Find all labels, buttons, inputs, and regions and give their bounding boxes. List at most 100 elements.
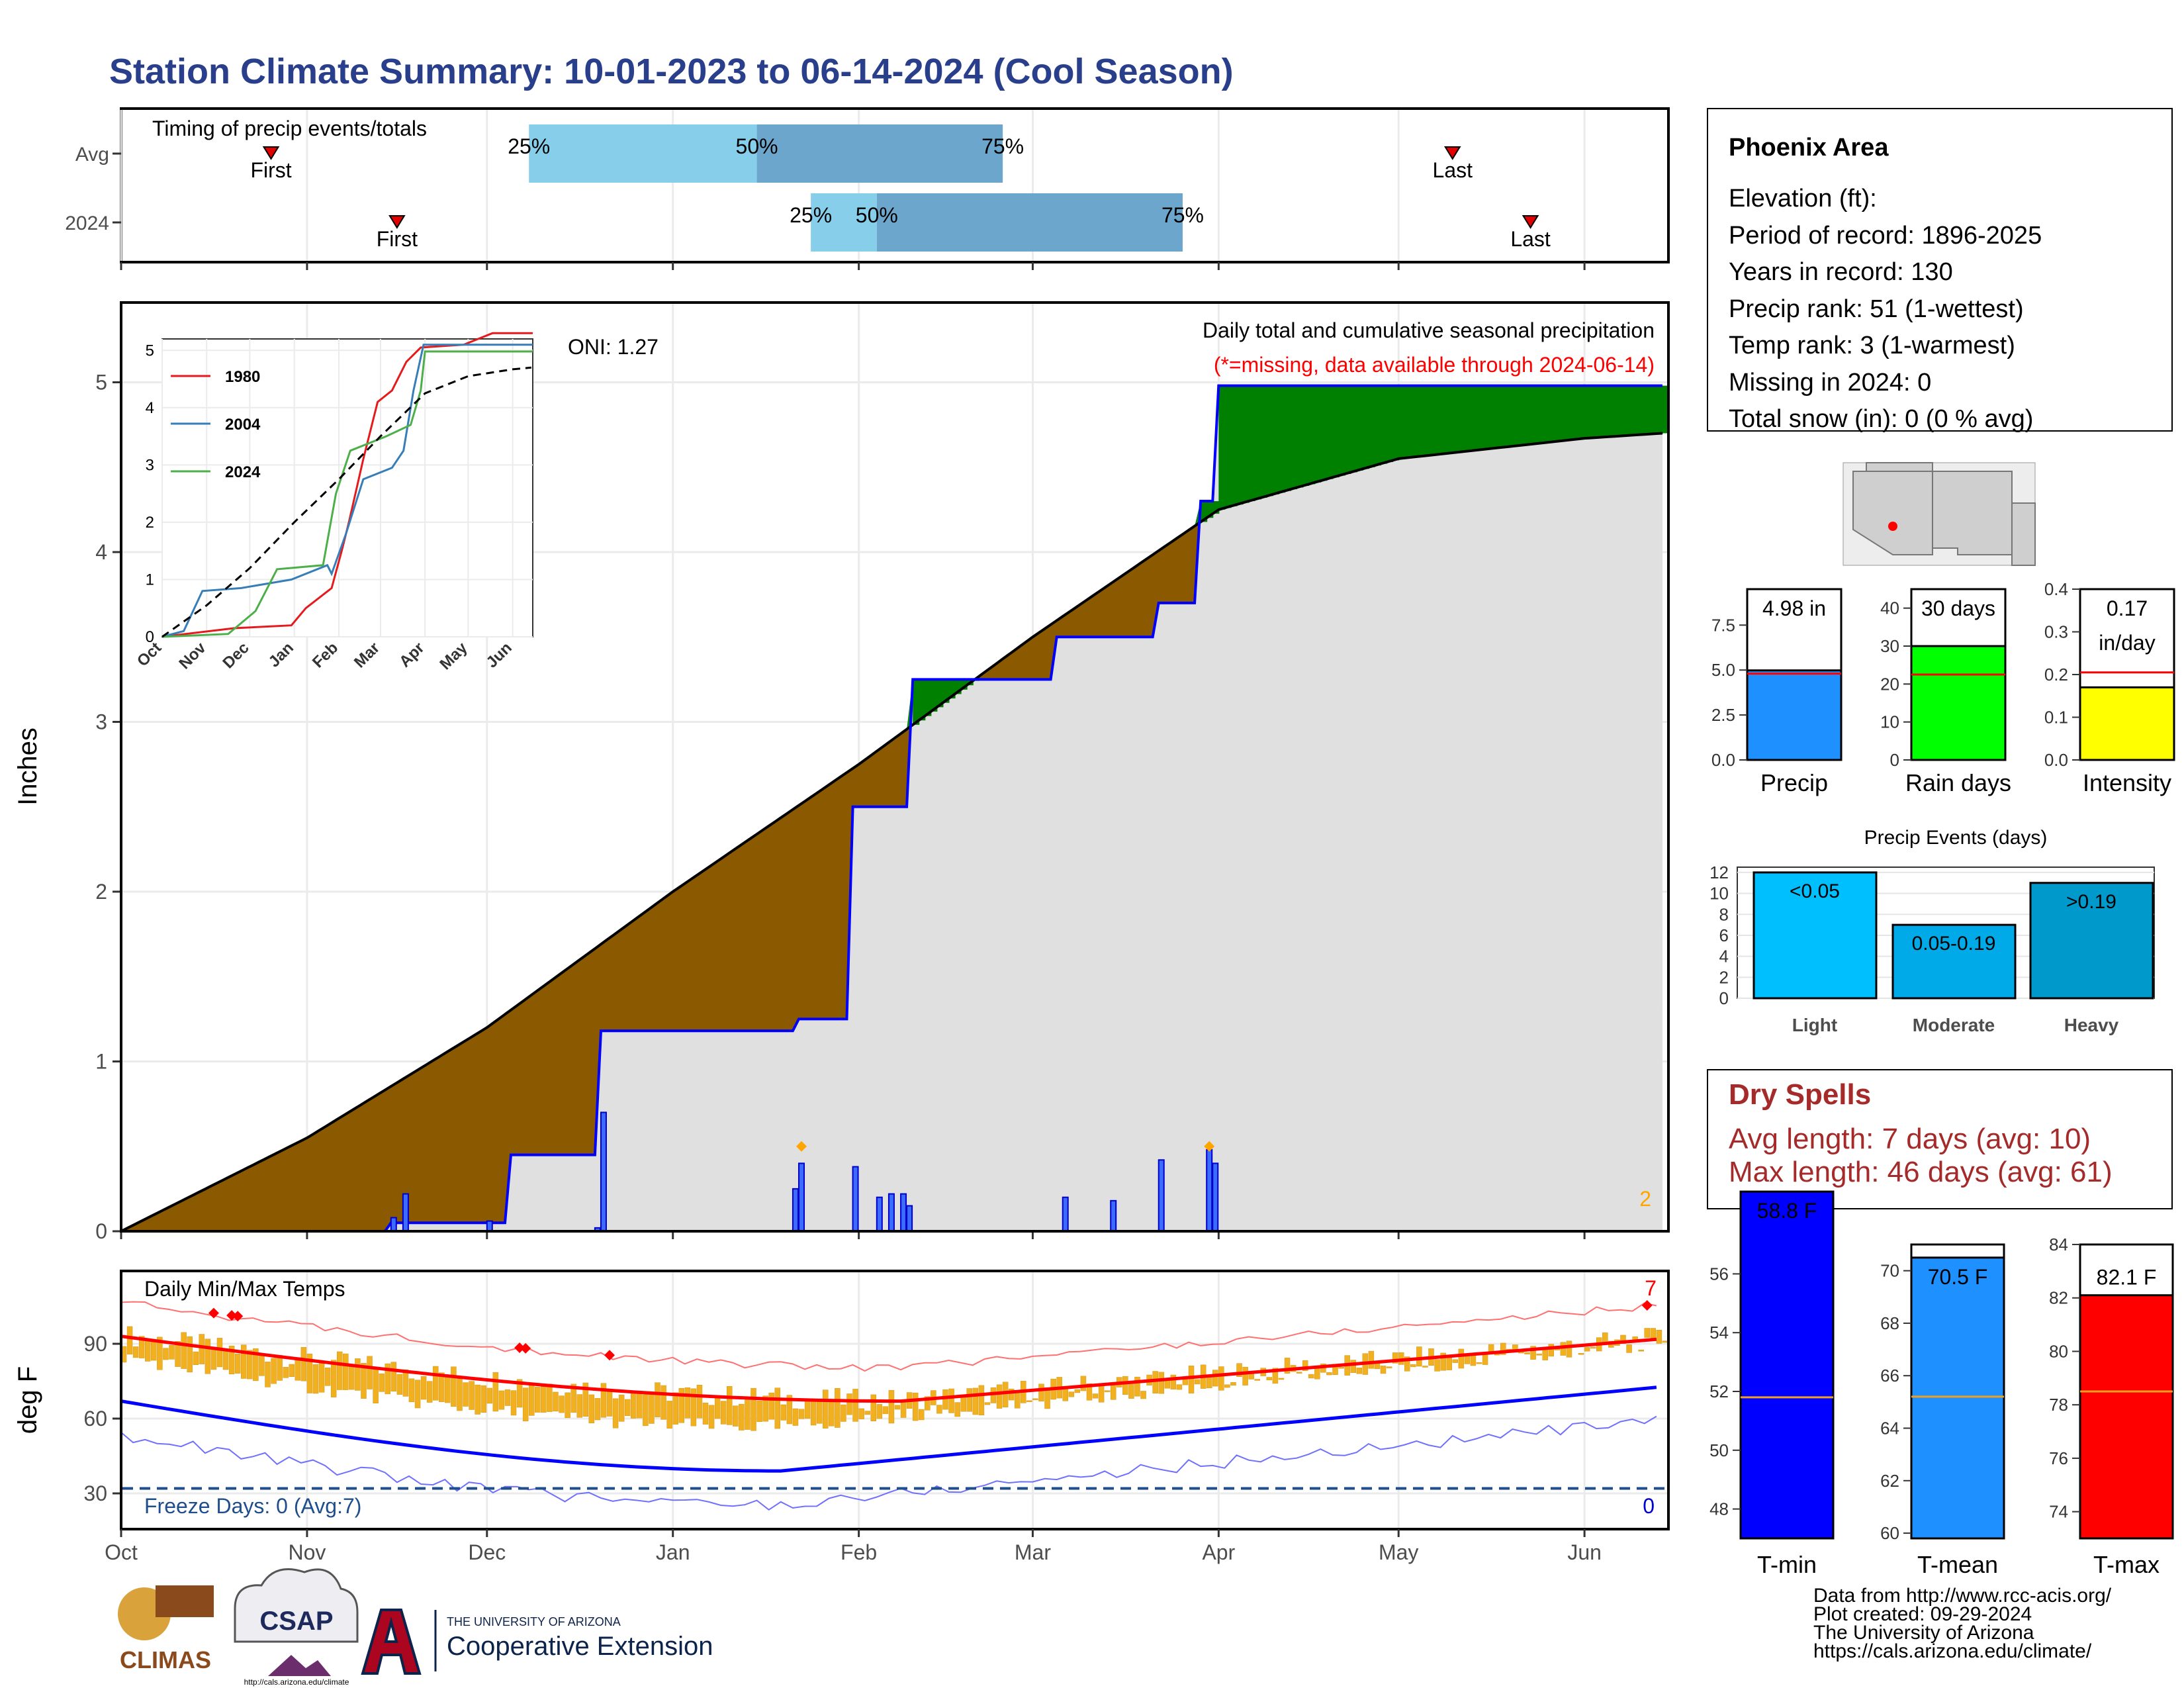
precip-y-axis-label: Inches bbox=[13, 727, 42, 806]
daily-precip-bar bbox=[887, 1193, 895, 1232]
daily-temp-bar bbox=[1578, 1353, 1584, 1355]
temp-bar-fill bbox=[1910, 1256, 2005, 1540]
daily-temp-bar bbox=[240, 1344, 247, 1379]
daily-temp-bar bbox=[528, 1385, 535, 1416]
daily-precip-bar bbox=[1062, 1196, 1069, 1232]
daily-temp-bar bbox=[445, 1376, 451, 1403]
temp-bar-tick-label: 70 bbox=[1880, 1261, 1899, 1281]
precip-surplus-slice bbox=[1477, 385, 1484, 451]
precip-surplus-slice bbox=[1596, 385, 1604, 438]
mini-bar-tick-label: 0.2 bbox=[2044, 665, 2068, 684]
daily-temp-bar bbox=[1422, 1366, 1428, 1368]
daily-temp-bar bbox=[283, 1367, 289, 1378]
daily-temp-bar bbox=[469, 1381, 475, 1410]
precip-surplus-slice bbox=[1278, 385, 1286, 493]
daily-temp-bar bbox=[367, 1356, 373, 1389]
precip-surplus-slice bbox=[931, 679, 938, 712]
dry-spells-box: Dry Spells Avg length: 7 days (avg: 10) … bbox=[1707, 1069, 2173, 1209]
daily-temp-bar bbox=[594, 1398, 601, 1421]
timing-first-label: First bbox=[377, 227, 418, 251]
daily-temp-bar bbox=[1032, 1398, 1038, 1401]
mini-bar-tick-label: 0.3 bbox=[2044, 622, 2068, 642]
locator-map bbox=[1843, 462, 2036, 566]
timing-first-label: First bbox=[250, 158, 291, 182]
events-bar-label: 0.05-0.19 bbox=[1912, 933, 1996, 955]
daily-temp-bar bbox=[1626, 1344, 1632, 1353]
daily-temp-bar bbox=[1266, 1377, 1273, 1381]
temp-panel-title: Daily Min/Max Temps bbox=[144, 1277, 345, 1301]
dry-spells-max: Max length: 46 days (avg: 61) bbox=[1729, 1156, 2113, 1188]
daily-temp-bar bbox=[205, 1338, 211, 1374]
daily-temp-bar bbox=[457, 1376, 463, 1411]
mini-bar-value-label: in/day bbox=[2099, 631, 2155, 655]
daily-temp-bar bbox=[234, 1354, 241, 1374]
record-high-line bbox=[120, 1301, 1657, 1372]
daily-precip-bar bbox=[600, 1111, 607, 1232]
precip-surplus-slice bbox=[1362, 385, 1369, 469]
daily-temp-bar bbox=[169, 1345, 175, 1360]
timing-row-label: Avg bbox=[75, 144, 109, 165]
daily-temp-bar bbox=[396, 1374, 403, 1395]
temp-bar-tick-label: 80 bbox=[2049, 1341, 2068, 1361]
precip-surplus-slice bbox=[1440, 385, 1447, 454]
daily-temp-bar bbox=[355, 1358, 361, 1391]
daily-temp-bar bbox=[1194, 1379, 1201, 1385]
daily-temp-bar bbox=[948, 1388, 954, 1413]
daily-temp-bar bbox=[1170, 1374, 1177, 1389]
daily-temp-bar bbox=[606, 1390, 613, 1417]
daily-temp-bar bbox=[1224, 1384, 1230, 1388]
freeze-days-label: Freeze Days: 0 (Avg:7) bbox=[144, 1494, 361, 1518]
precip-surplus-slice bbox=[1464, 385, 1471, 452]
precip-surplus-slice bbox=[1242, 385, 1250, 503]
temperature-summary-bars: 48 50 52 54 56 58.8 F T-min 60 62 64 66 68 70 70.5 F T… bbox=[1709, 1190, 2174, 1578]
precip-surplus-slice bbox=[1530, 385, 1537, 445]
record-low-line bbox=[120, 1415, 1657, 1511]
precip-current-fill-top bbox=[121, 385, 1662, 1231]
daily-temp-bar bbox=[1104, 1390, 1111, 1392]
precip-surplus-slice bbox=[1452, 385, 1459, 453]
inset-frame bbox=[161, 338, 533, 637]
daily-temp-bar bbox=[792, 1408, 799, 1426]
daily-temp-bar bbox=[312, 1364, 319, 1394]
mini-bar-tick-label: 0.0 bbox=[1711, 750, 1735, 770]
precip-surplus-slice bbox=[1524, 385, 1531, 445]
daily-temp-bar bbox=[600, 1383, 607, 1418]
precip-surplus-slice bbox=[942, 679, 950, 703]
daily-temp-bar bbox=[678, 1388, 685, 1423]
temp-y-tick-label: 60 bbox=[83, 1407, 107, 1430]
csap-logo: CSAP http://cals.arizona.edu/climate bbox=[234, 1568, 359, 1687]
mini-bar-tick-label: 0.1 bbox=[2044, 708, 2068, 727]
month-label: Mar bbox=[1015, 1540, 1051, 1564]
precip-surplus-slice bbox=[919, 679, 926, 721]
daily-temp-bar bbox=[1368, 1350, 1375, 1369]
daily-temp-bar bbox=[343, 1353, 349, 1390]
mini-bar-tick-label: 5.0 bbox=[1711, 660, 1735, 680]
precip-surplus-slice bbox=[1614, 385, 1621, 437]
precip-surplus-slice bbox=[1572, 385, 1580, 440]
precip-surplus-slice bbox=[1338, 385, 1345, 476]
daily-temp-bar bbox=[432, 1366, 439, 1401]
precip-surplus-slice bbox=[954, 679, 962, 694]
daily-temp-bar bbox=[414, 1380, 421, 1409]
daily-temp-bar bbox=[900, 1401, 907, 1418]
mini-bar-tick-label: 2.5 bbox=[1711, 705, 1735, 725]
precip-surplus-slice bbox=[1584, 385, 1592, 439]
station-line: Elevation (ft): bbox=[1729, 185, 1877, 212]
daily-temp-bar bbox=[373, 1367, 379, 1404]
events-y-tick-label: 10 bbox=[1709, 884, 1729, 904]
daily-temp-bar bbox=[463, 1382, 469, 1407]
daily-temp-bar bbox=[1122, 1376, 1128, 1395]
dry-spells-title: Dry Spells bbox=[1729, 1078, 1871, 1111]
precip-surplus-slice bbox=[1650, 385, 1657, 434]
mini-bar-tick-label: 7.5 bbox=[1711, 615, 1735, 635]
daily-temp-bar bbox=[858, 1408, 864, 1419]
daily-temp-bar bbox=[751, 1387, 756, 1431]
precip-surplus-slice bbox=[1608, 385, 1615, 437]
station-line: Years in record: 130 bbox=[1729, 258, 1953, 286]
daily-temp-bar bbox=[1458, 1348, 1465, 1369]
inset-y-tick-label: 2 bbox=[146, 514, 154, 532]
daily-temp-bar bbox=[1008, 1388, 1015, 1401]
